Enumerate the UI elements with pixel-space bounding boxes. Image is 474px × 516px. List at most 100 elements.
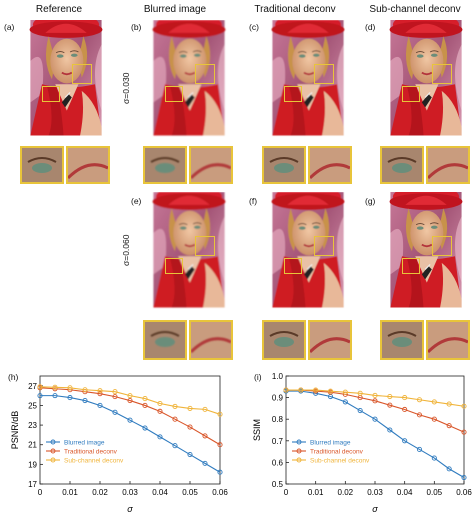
data-point	[217, 411, 223, 417]
data-point	[416, 412, 423, 418]
x-tick-label: 0.04	[152, 488, 168, 497]
roi-box-eye	[402, 258, 420, 274]
data-point	[142, 396, 148, 402]
data-point	[127, 417, 133, 423]
roi-box-eye	[402, 86, 420, 102]
inset-eye-blurred-0060	[143, 320, 187, 360]
data-point	[67, 395, 73, 401]
roi-box-cheek	[432, 236, 452, 256]
data-point	[416, 397, 423, 403]
y-axis-label: SSIM	[252, 419, 262, 441]
legend-label: Blurred image	[64, 440, 105, 447]
legend-marker	[50, 448, 56, 454]
data-point	[387, 427, 393, 433]
y-tick-label: 0.9	[272, 394, 284, 403]
legend-marker	[50, 439, 56, 445]
roi-box-cheek	[432, 64, 452, 84]
data-point	[82, 397, 88, 404]
inset-cheek-blurred-0060	[189, 320, 233, 360]
panel-label-c: (c)	[249, 22, 259, 32]
data-point	[112, 409, 118, 415]
data-point	[372, 392, 378, 398]
data-point	[172, 416, 178, 422]
data-point	[52, 393, 58, 399]
data-point	[202, 406, 208, 412]
sigma-label-row2: σ=0.060	[121, 234, 131, 266]
data-point	[187, 424, 193, 430]
data-point	[298, 387, 304, 393]
y-tick-label: 0.8	[272, 415, 284, 424]
plot-area	[285, 375, 465, 485]
legend-label: Sub-channel deconv	[310, 458, 370, 465]
data-point	[142, 425, 148, 431]
inset-cheek-blurred-0030	[189, 146, 233, 184]
inset-cheek-traditional-0060	[308, 320, 352, 360]
data-point	[172, 443, 178, 449]
data-point	[112, 389, 118, 395]
column-title-traditional: Traditional deconv	[254, 4, 336, 15]
data-point	[461, 429, 467, 435]
sigma-label-row1: σ=0.030	[121, 72, 131, 104]
data-point	[431, 416, 437, 422]
data-point	[127, 393, 133, 399]
y-tick-label: 21	[28, 441, 37, 450]
x-tick-label: 0.03	[367, 488, 383, 497]
data-point	[313, 387, 319, 393]
x-axis-label: σ	[127, 504, 133, 514]
column-title-blurred: Blurred image	[143, 4, 207, 15]
legend-label: Sub-channel deconv	[64, 458, 124, 465]
data-point	[446, 466, 452, 472]
blurred-image-sigma-0060	[143, 192, 235, 316]
x-tick-label: 0.04	[397, 488, 413, 497]
data-point	[202, 433, 208, 439]
data-point	[52, 386, 58, 392]
series-line	[39, 387, 221, 446]
panel-label-h: (h)	[8, 372, 19, 382]
inset-eye-traditional-0030	[262, 146, 306, 184]
series-line	[286, 389, 465, 407]
roi-box-cheek	[195, 236, 215, 256]
panel-label-e: (e)	[131, 196, 142, 206]
plot-area	[39, 375, 221, 485]
legend-label: Blurred image	[310, 440, 351, 447]
x-tick-label: 0.06	[456, 488, 472, 497]
data-point	[431, 399, 437, 405]
data-point	[327, 388, 334, 394]
panel-label-a: (a)	[4, 22, 15, 32]
data-point	[217, 442, 223, 448]
data-point	[372, 398, 378, 404]
data-point	[37, 393, 43, 399]
y-tick-label: 23	[28, 421, 37, 430]
x-tick-label: 0.05	[427, 488, 443, 497]
x-tick-label: 0.02	[338, 488, 354, 497]
data-point	[402, 406, 408, 413]
roi-box-eye	[165, 86, 183, 102]
y-axis-label: PSNR/dB	[10, 411, 20, 450]
series-line	[286, 390, 465, 478]
data-point	[402, 395, 408, 401]
data-point	[67, 385, 73, 391]
data-point	[157, 434, 163, 440]
series-line	[39, 386, 221, 415]
x-tick-label: 0.06	[212, 488, 228, 497]
y-tick-label: 0.5	[272, 480, 284, 489]
y-tick-label: 17	[28, 480, 37, 489]
legend-label: Traditional deconv	[310, 449, 364, 456]
data-point	[431, 455, 437, 461]
y-tick-label: 0.6	[272, 458, 284, 467]
inset-eye-reference	[20, 146, 64, 184]
y-tick-label: 25	[28, 401, 37, 410]
series-line	[286, 389, 465, 433]
blurred-image-sigma-0030	[143, 20, 235, 144]
legend-marker	[50, 457, 56, 463]
traditional-deconv-sigma-0060	[262, 192, 354, 316]
psnr-chart: 0 0.01 0.02 0.03 0.04 0.05 0.06 17 19 21 23 25 27 Blu…	[10, 375, 228, 514]
panel-label-d: (d)	[365, 22, 376, 32]
x-axis-label: σ	[372, 504, 378, 514]
inset-eye-traditional-0060	[262, 320, 306, 360]
data-point	[172, 403, 178, 409]
data-point	[283, 387, 289, 393]
data-point	[52, 384, 58, 390]
inset-cheek-subchannel-0060	[426, 320, 470, 360]
y-tick-label: 1.0	[272, 372, 284, 381]
